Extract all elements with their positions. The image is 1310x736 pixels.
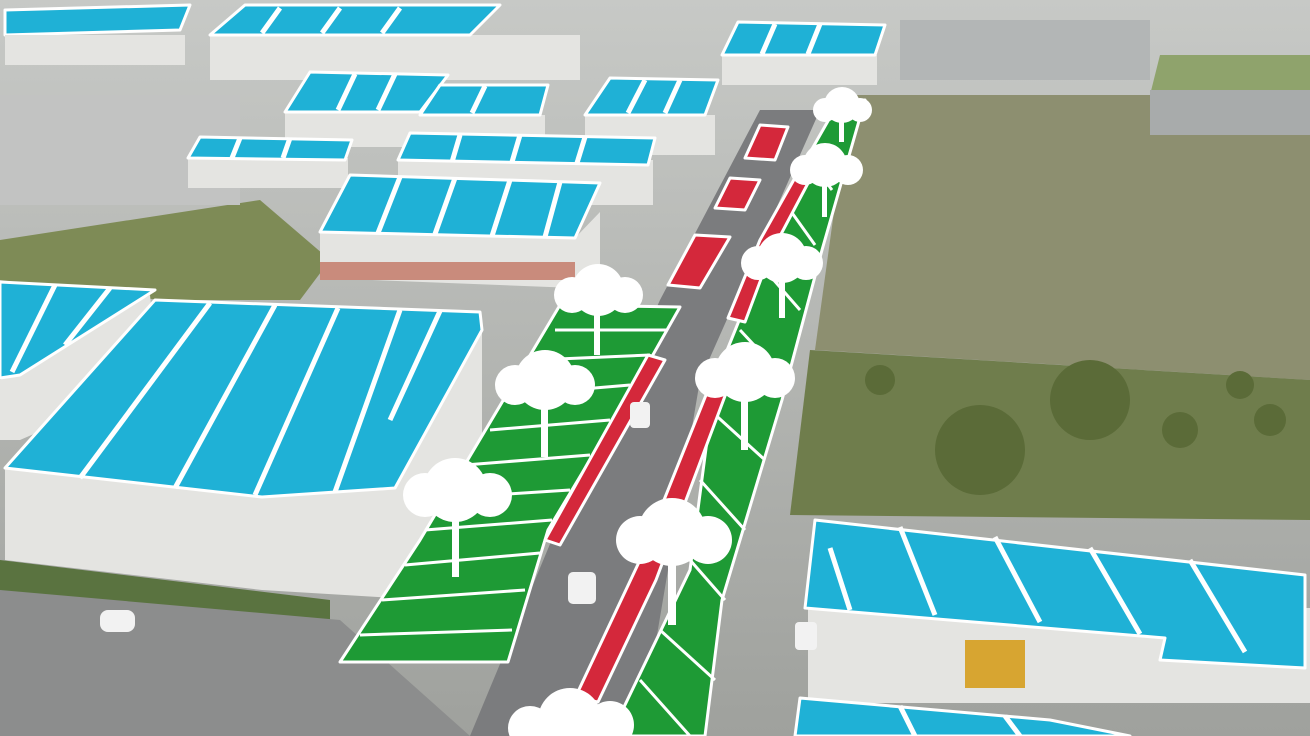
tree bbox=[554, 264, 643, 355]
grass-left bbox=[0, 200, 330, 300]
building bbox=[793, 696, 1132, 736]
building bbox=[418, 83, 550, 140]
tree bbox=[403, 458, 512, 577]
tree-clumps bbox=[865, 360, 1286, 495]
far-buildings bbox=[0, 20, 1310, 205]
building bbox=[720, 20, 887, 85]
trees-area bbox=[790, 350, 1310, 520]
field bbox=[815, 95, 1310, 380]
building bbox=[186, 135, 354, 188]
building bbox=[803, 518, 1310, 703]
tree bbox=[813, 87, 872, 142]
tree bbox=[508, 688, 634, 736]
vehicles bbox=[100, 402, 817, 650]
tree bbox=[741, 233, 823, 318]
tree bbox=[790, 143, 863, 217]
field-far bbox=[1150, 55, 1310, 95]
building bbox=[0, 280, 158, 440]
building bbox=[3, 298, 484, 598]
tree bbox=[695, 342, 795, 450]
building bbox=[318, 173, 602, 288]
building bbox=[3, 3, 192, 65]
tree bbox=[495, 350, 595, 457]
tree bbox=[616, 498, 732, 625]
